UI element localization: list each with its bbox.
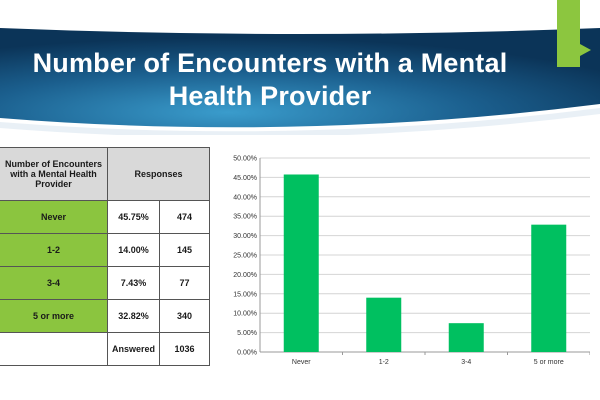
- table-row: 5 or more 32.82% 340: [0, 299, 210, 333]
- table-row: Never 45.75% 474: [0, 200, 210, 234]
- x-tick-label: 3-4: [461, 359, 471, 366]
- answered-label: Answered: [107, 332, 160, 366]
- y-tick-label: 40.00%: [233, 194, 257, 201]
- table-row: 3-4 7.43% 77: [0, 266, 210, 300]
- answered-count: 1036: [159, 332, 210, 366]
- row-percent: 32.82%: [107, 299, 160, 333]
- y-tick-label: 50.00%: [233, 156, 257, 163]
- page-title-line-2: Health Provider: [168, 81, 372, 111]
- bar-chart: 0.00% 5.00% 10.00% 15.00% 20.00% 25.00% 30.00%…: [233, 156, 590, 366]
- row-label: 5 or more: [0, 299, 108, 333]
- y-tick-label: 35.00%: [233, 214, 257, 221]
- y-tick-label: 30.00%: [233, 233, 257, 240]
- page-title-line-1: Number of Encounters with a Mental: [32, 48, 508, 78]
- row-blank: [0, 332, 108, 366]
- arrow-icon: [580, 44, 591, 56]
- table-header-responses: Responses: [107, 147, 210, 201]
- y-tick-label: 0.00%: [237, 350, 257, 357]
- banner-background: [0, 28, 600, 135]
- row-count: 77: [159, 266, 210, 300]
- row-percent: 7.43%: [107, 266, 160, 300]
- bar: [366, 297, 402, 352]
- x-tick-label: Never: [292, 359, 311, 366]
- bar: [448, 323, 484, 352]
- row-label: Never: [0, 200, 108, 234]
- y-tick-label: 10.00%: [233, 311, 257, 318]
- row-label: 1-2: [0, 233, 108, 267]
- x-tick-label: 5 or more: [534, 359, 564, 366]
- accent-bar: [557, 0, 580, 67]
- row-count: 474: [159, 200, 210, 234]
- title-banner: Number of Encounters with a Mental Healt…: [0, 0, 600, 135]
- row-count: 145: [159, 233, 210, 267]
- bar: [283, 174, 319, 352]
- row-percent: 45.75%: [107, 200, 160, 234]
- row-label: 3-4: [0, 266, 108, 300]
- row-count: 340: [159, 299, 210, 333]
- row-percent: 14.00%: [107, 233, 160, 267]
- y-tick-label: 5.00%: [237, 330, 257, 337]
- table-header-row: Number of Encounters with a Mental Healt…: [0, 147, 210, 201]
- bar: [531, 224, 567, 352]
- y-tick-label: 20.00%: [233, 272, 257, 279]
- table-answered-row: Answered 1036: [0, 332, 210, 366]
- table-row: 1-2 14.00% 145: [0, 233, 210, 267]
- table-header-label: Number of Encounters with a Mental Healt…: [0, 147, 108, 201]
- x-tick-label: 1-2: [379, 359, 389, 366]
- y-tick-label: 25.00%: [233, 253, 257, 260]
- y-tick-label: 45.00%: [233, 175, 257, 182]
- y-tick-label: 15.00%: [233, 291, 257, 298]
- responses-table: Number of Encounters with a Mental Healt…: [0, 147, 210, 366]
